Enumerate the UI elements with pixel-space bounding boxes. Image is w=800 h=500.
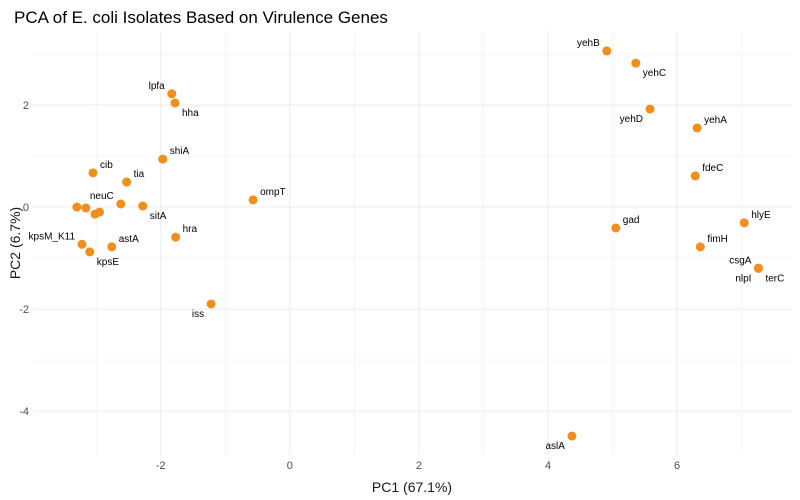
point-label: iss xyxy=(192,309,204,320)
data-point xyxy=(85,247,95,257)
point-label: shiA xyxy=(170,146,190,157)
data-point xyxy=(695,242,705,252)
x-tick-label: 0 xyxy=(287,460,293,472)
data-point xyxy=(77,239,87,249)
point-label: gad xyxy=(623,215,640,226)
y-tick-label: -2 xyxy=(19,304,29,316)
data-point xyxy=(94,207,104,217)
point-label: fimH xyxy=(707,234,728,245)
point-label: sitA xyxy=(150,211,167,222)
point-label: astA xyxy=(119,234,139,245)
point-label: aslA xyxy=(545,441,565,452)
point-label: yehD xyxy=(620,114,643,125)
data-point xyxy=(122,177,132,187)
x-tick-label: 2 xyxy=(416,460,422,472)
y-axis-title: PC2 (6.7%) xyxy=(7,207,23,279)
data-point xyxy=(138,201,148,211)
point-label: tia xyxy=(134,169,145,180)
x-tick-label: 4 xyxy=(545,460,551,472)
data-point xyxy=(158,154,168,164)
point-label: neuC xyxy=(90,191,114,202)
data-point xyxy=(753,263,763,273)
data-point xyxy=(116,199,126,209)
y-tick-label: 0 xyxy=(23,202,29,214)
data-point xyxy=(611,223,621,233)
point-label: hlyE xyxy=(751,210,771,221)
data-point xyxy=(88,168,98,178)
data-point xyxy=(690,171,700,181)
x-tick-label: -2 xyxy=(156,460,166,472)
point-label: yehC xyxy=(643,68,666,79)
data-point xyxy=(167,89,177,99)
chart-title: PCA of E. coli Isolates Based on Virulen… xyxy=(14,8,388,27)
point-label: nlpI xyxy=(735,273,751,284)
point-label: kpsE xyxy=(97,257,120,268)
data-point xyxy=(107,242,117,252)
data-point xyxy=(631,58,641,68)
data-point xyxy=(645,104,655,114)
data-point xyxy=(170,98,180,108)
point-label: yehB xyxy=(577,38,600,49)
tick-labels: -2 0 2 4 6 -4 -2 0 2 xyxy=(19,100,680,472)
data-point xyxy=(602,46,612,56)
y-tick-label: 2 xyxy=(23,100,29,112)
data-point xyxy=(692,123,702,133)
point-label: terC xyxy=(765,273,784,284)
point-label: hha xyxy=(182,108,199,119)
data-points xyxy=(72,46,763,441)
point-label: kpsM_K11 xyxy=(29,231,76,242)
point-label: cib xyxy=(100,160,113,171)
y-tick-label: -4 xyxy=(19,406,29,418)
x-tick-label: 6 xyxy=(674,460,680,472)
data-point xyxy=(72,202,82,212)
data-point xyxy=(248,195,258,205)
data-point xyxy=(81,203,91,213)
point-label: hra xyxy=(183,224,198,235)
point-label: yehA xyxy=(704,115,727,126)
point-label: ompT xyxy=(260,187,286,198)
x-axis-title: PC1 (67.1%) xyxy=(372,479,452,495)
data-point xyxy=(739,218,749,228)
data-point xyxy=(567,431,577,441)
point-label: csgA xyxy=(729,255,752,266)
point-label: lpfa xyxy=(149,81,166,92)
point-label: fdeC xyxy=(702,163,723,174)
grid xyxy=(33,31,792,455)
data-point xyxy=(171,232,181,242)
data-point xyxy=(206,299,216,309)
